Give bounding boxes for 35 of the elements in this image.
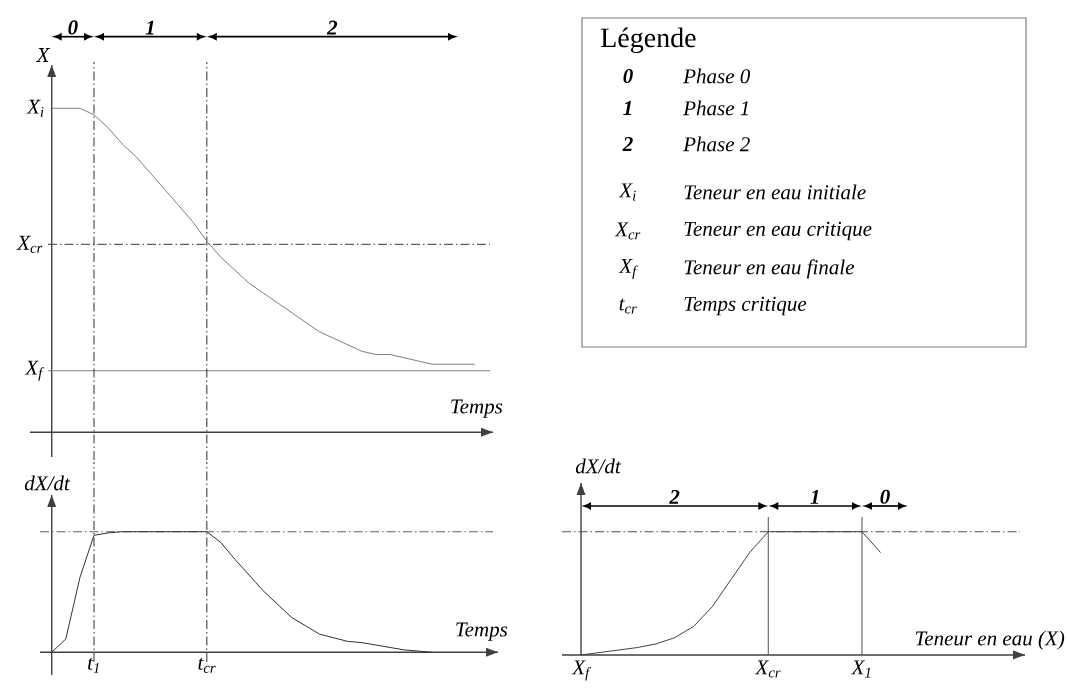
text: X$_{f}$: [618, 258, 638, 280]
ref-line-label: X$_{cr}$: [16, 235, 43, 253]
x-axis-title: Temps: [451, 399, 503, 418]
text: Teneur en eau finale: [684, 259, 855, 279]
y-axis-title: X: [35, 48, 51, 62]
text: Teneur en eau critique: [684, 221, 872, 241]
x-axis-title: Temps: [456, 622, 508, 641]
x-tick-label: t$_{1}$: [88, 657, 99, 673]
text: 1: [623, 101, 632, 115]
text: 1: [145, 20, 154, 35]
text: t$_{cr}$: [619, 298, 637, 314]
y-axis-title: dX/dt: [575, 458, 622, 474]
text: 2: [622, 137, 633, 151]
text: 0: [623, 68, 633, 84]
x-axis-title: Teneur en eau (X): [915, 630, 1065, 650]
x-tick-label: X$_{f}$: [571, 660, 591, 681]
text: 0: [68, 20, 78, 35]
y-axis-title: dX/dt: [24, 475, 71, 491]
text: 1: [810, 489, 819, 504]
ref-line-label: X$_{f}$: [24, 360, 44, 381]
text: 2: [669, 489, 680, 504]
text: X$_{cr}$: [614, 222, 641, 240]
x-tick-label: t$_{cr}$: [198, 657, 216, 673]
text: Phase 1: [683, 100, 749, 116]
x-tick-label: X$_{1}$: [850, 660, 871, 678]
text: Légende: [601, 27, 696, 54]
text: Phase 0: [683, 68, 751, 84]
text: 0: [880, 489, 890, 504]
text: X$_{i}$: [618, 183, 636, 201]
text: Phase 2: [683, 136, 750, 152]
text: 2: [326, 20, 338, 35]
x-tick-label: X$_{cr}$: [754, 660, 781, 678]
text: X$_{i}$: [26, 99, 44, 117]
text: Temps critique: [684, 296, 807, 316]
text: Teneur en eau initiale: [684, 184, 866, 200]
